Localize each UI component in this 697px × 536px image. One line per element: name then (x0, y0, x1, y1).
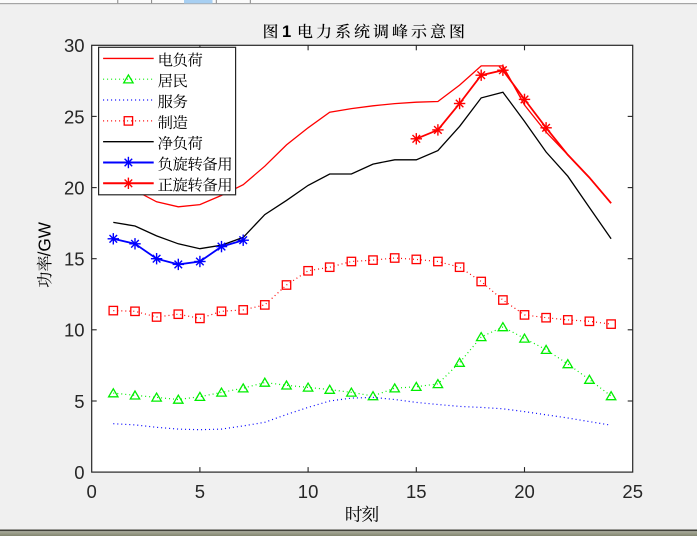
svg-text:25: 25 (622, 481, 643, 502)
svg-text:20: 20 (514, 481, 535, 502)
svg-text:10: 10 (64, 320, 85, 341)
svg-text:0: 0 (74, 462, 84, 483)
svg-text:15: 15 (406, 481, 427, 502)
svg-text:25: 25 (64, 106, 85, 127)
svg-text:0: 0 (87, 481, 97, 502)
svg-text:5: 5 (74, 391, 84, 412)
svg-text:5: 5 (195, 481, 205, 502)
svg-text:1: 1 (282, 22, 291, 41)
svg-text:15: 15 (64, 249, 85, 270)
svg-text:/GW: /GW (34, 221, 54, 256)
svg-text:10: 10 (298, 481, 319, 502)
svg-text:20: 20 (64, 178, 85, 199)
svg-text:30: 30 (64, 35, 85, 56)
